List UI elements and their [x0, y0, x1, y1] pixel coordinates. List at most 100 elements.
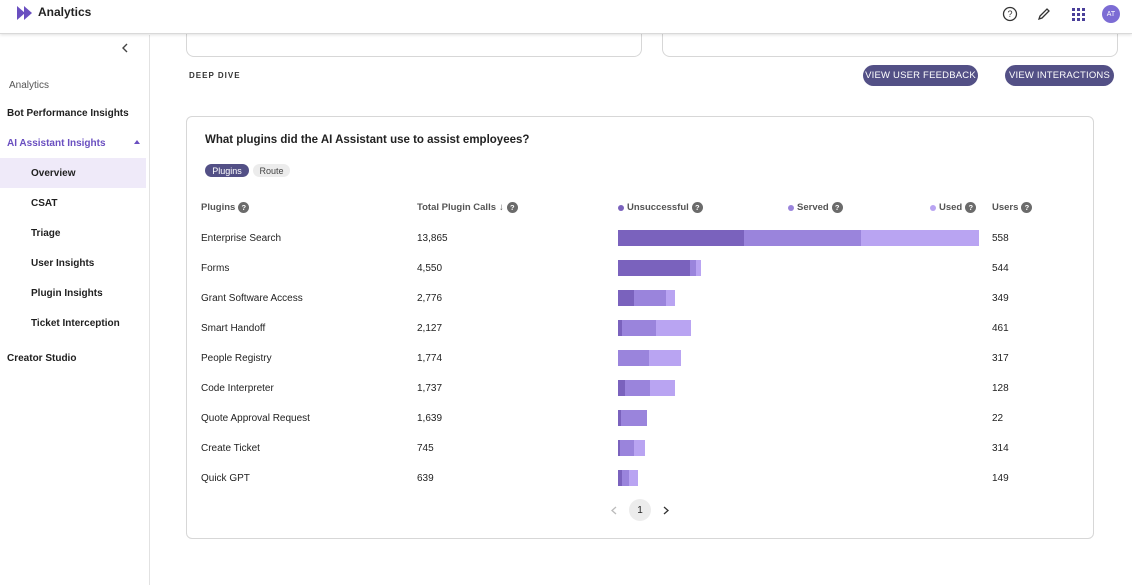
sidebar-item-ai-assistant-insights[interactable]: AI Assistant Insights: [0, 128, 146, 158]
plugins-panel: What plugins did the AI Assistant use to…: [186, 116, 1094, 539]
total-plugin-calls: 639: [417, 472, 434, 484]
stacked-bar[interactable]: [618, 320, 691, 336]
plugin-name: Quote Approval Request: [201, 412, 310, 424]
legend-dot-icon: [930, 204, 936, 211]
bar-segment-unsuccessful: [618, 470, 622, 486]
apps-grid-icon[interactable]: [1068, 4, 1088, 24]
bar-segment-served: [622, 320, 656, 336]
sidebar-item-label: Triage: [31, 227, 61, 239]
help-icon[interactable]: ?: [1000, 4, 1020, 24]
bar-segment-used: [666, 290, 675, 306]
stacked-bar[interactable]: [618, 260, 701, 276]
tab-route[interactable]: Route: [253, 164, 290, 177]
edit-icon[interactable]: [1034, 4, 1054, 24]
stacked-bar[interactable]: [618, 230, 979, 246]
total-plugin-calls: 2,776: [417, 292, 443, 304]
stacked-bar[interactable]: [618, 470, 638, 486]
column-header-total-calls[interactable]: Total Plugin Calls ↓ ?: [417, 202, 518, 213]
sidebar-item-ticket-interception[interactable]: Ticket Interception: [0, 308, 146, 338]
table-row[interactable]: Smart Handoff 2,127 461: [187, 313, 1093, 343]
bar-segment-used: [649, 350, 681, 366]
plugin-name: Code Interpreter: [201, 382, 274, 394]
bar-segment-served: [620, 440, 634, 456]
help-icon[interactable]: ?: [238, 202, 250, 213]
bar-segment-unsuccessful: [618, 380, 625, 396]
column-header-label: Plugins: [201, 202, 236, 213]
column-header-plugins[interactable]: Plugins ?: [201, 202, 250, 213]
bar-segment-served: [625, 380, 650, 396]
top-bar: Analytics ? AT: [0, 0, 1132, 34]
legend-dot-icon: [788, 204, 794, 211]
users-count: 349: [992, 292, 1009, 304]
prev-page-icon[interactable]: [607, 503, 621, 517]
stacked-bar[interactable]: [618, 440, 645, 456]
total-plugin-calls: 745: [417, 442, 434, 454]
legend-label: Unsuccessful: [627, 202, 689, 213]
bar-segment-unsuccessful: [618, 410, 621, 426]
legend-used: Used ?: [930, 202, 977, 213]
sidebar-item-triage[interactable]: Triage: [0, 218, 146, 248]
sidebar-item-label: Plugin Insights: [31, 287, 103, 299]
view-interactions-button[interactable]: VIEW INTERACTIONS: [1005, 65, 1114, 86]
sidebar-item-plugin-insights[interactable]: Plugin Insights: [0, 278, 146, 308]
sidebar-item-creator-studio[interactable]: Creator Studio: [0, 343, 146, 373]
next-page-icon[interactable]: [659, 503, 673, 517]
help-icon[interactable]: ?: [965, 202, 977, 213]
table-row[interactable]: Grant Software Access 2,776 349: [187, 283, 1093, 313]
sidebar-item-user-insights[interactable]: User Insights: [0, 248, 146, 278]
help-icon[interactable]: ?: [506, 202, 518, 213]
plugin-name: Create Ticket: [201, 442, 260, 454]
bar-segment-served: [690, 260, 696, 276]
table-row[interactable]: People Registry 1,774 317: [187, 343, 1093, 373]
plugin-name: Forms: [201, 262, 230, 274]
page-number-button[interactable]: 1: [629, 499, 651, 521]
help-icon[interactable]: ?: [691, 202, 703, 213]
table-row[interactable]: Forms 4,550 544: [187, 253, 1093, 283]
users-count: 317: [992, 352, 1009, 364]
bar-segment-served: [622, 470, 629, 486]
users-count: 314: [992, 442, 1009, 454]
table-row[interactable]: Enterprise Search 13,865 558: [187, 223, 1093, 253]
sort-descending-icon: ↓: [499, 202, 504, 213]
table-row[interactable]: Quick GPT 639 149: [187, 463, 1093, 493]
column-header-label: Users: [992, 202, 1019, 213]
stacked-bar[interactable]: [618, 410, 647, 426]
collapse-sidebar-icon[interactable]: [118, 41, 132, 55]
table-row[interactable]: Code Interpreter 1,737 128: [187, 373, 1093, 403]
help-icon[interactable]: ?: [1021, 202, 1033, 213]
table-row[interactable]: Quote Approval Request 1,639 22: [187, 403, 1093, 433]
sidebar-item-overview[interactable]: Overview: [0, 158, 146, 188]
sidebar-item-csat[interactable]: CSAT: [0, 188, 146, 218]
total-plugin-calls: 1,774: [417, 352, 443, 364]
stacked-bar[interactable]: [618, 350, 681, 366]
summary-card-left: [186, 30, 642, 57]
sidebar-item-label: Overview: [31, 167, 76, 179]
plugin-name: Quick GPT: [201, 472, 250, 484]
total-plugin-calls: 4,550: [417, 262, 443, 274]
bar-segment-served: [621, 410, 647, 426]
stacked-bar[interactable]: [618, 380, 675, 396]
top-bar-actions: ? AT: [1000, 4, 1120, 24]
app-logo-icon: [17, 6, 32, 20]
plugin-name: People Registry: [201, 352, 272, 364]
bar-segment-unsuccessful: [618, 260, 690, 276]
bar-segment-used: [696, 260, 701, 276]
bar-segment-served: [634, 290, 666, 306]
sidebar-item-bot-performance-insights[interactable]: Bot Performance Insights: [0, 98, 146, 128]
users-count: 558: [992, 232, 1009, 244]
total-plugin-calls: 13,865: [417, 232, 448, 244]
column-header-users[interactable]: Users ?: [992, 202, 1033, 213]
total-plugin-calls: 1,639: [417, 412, 443, 424]
bar-segment-used: [629, 470, 638, 486]
column-header-label: Total Plugin Calls: [417, 202, 496, 213]
stacked-bar[interactable]: [618, 290, 675, 306]
sidebar-item-label: Ticket Interception: [31, 317, 120, 329]
users-count: 128: [992, 382, 1009, 394]
view-user-feedback-button[interactable]: VIEW USER FEEDBACK: [863, 65, 978, 86]
tab-plugins[interactable]: Plugins: [205, 164, 249, 177]
user-avatar[interactable]: AT: [1102, 5, 1120, 23]
sidebar-item-label: Creator Studio: [7, 352, 77, 364]
help-icon[interactable]: ?: [831, 202, 843, 213]
bar-segment-served: [744, 230, 861, 246]
table-row[interactable]: Create Ticket 745 314: [187, 433, 1093, 463]
